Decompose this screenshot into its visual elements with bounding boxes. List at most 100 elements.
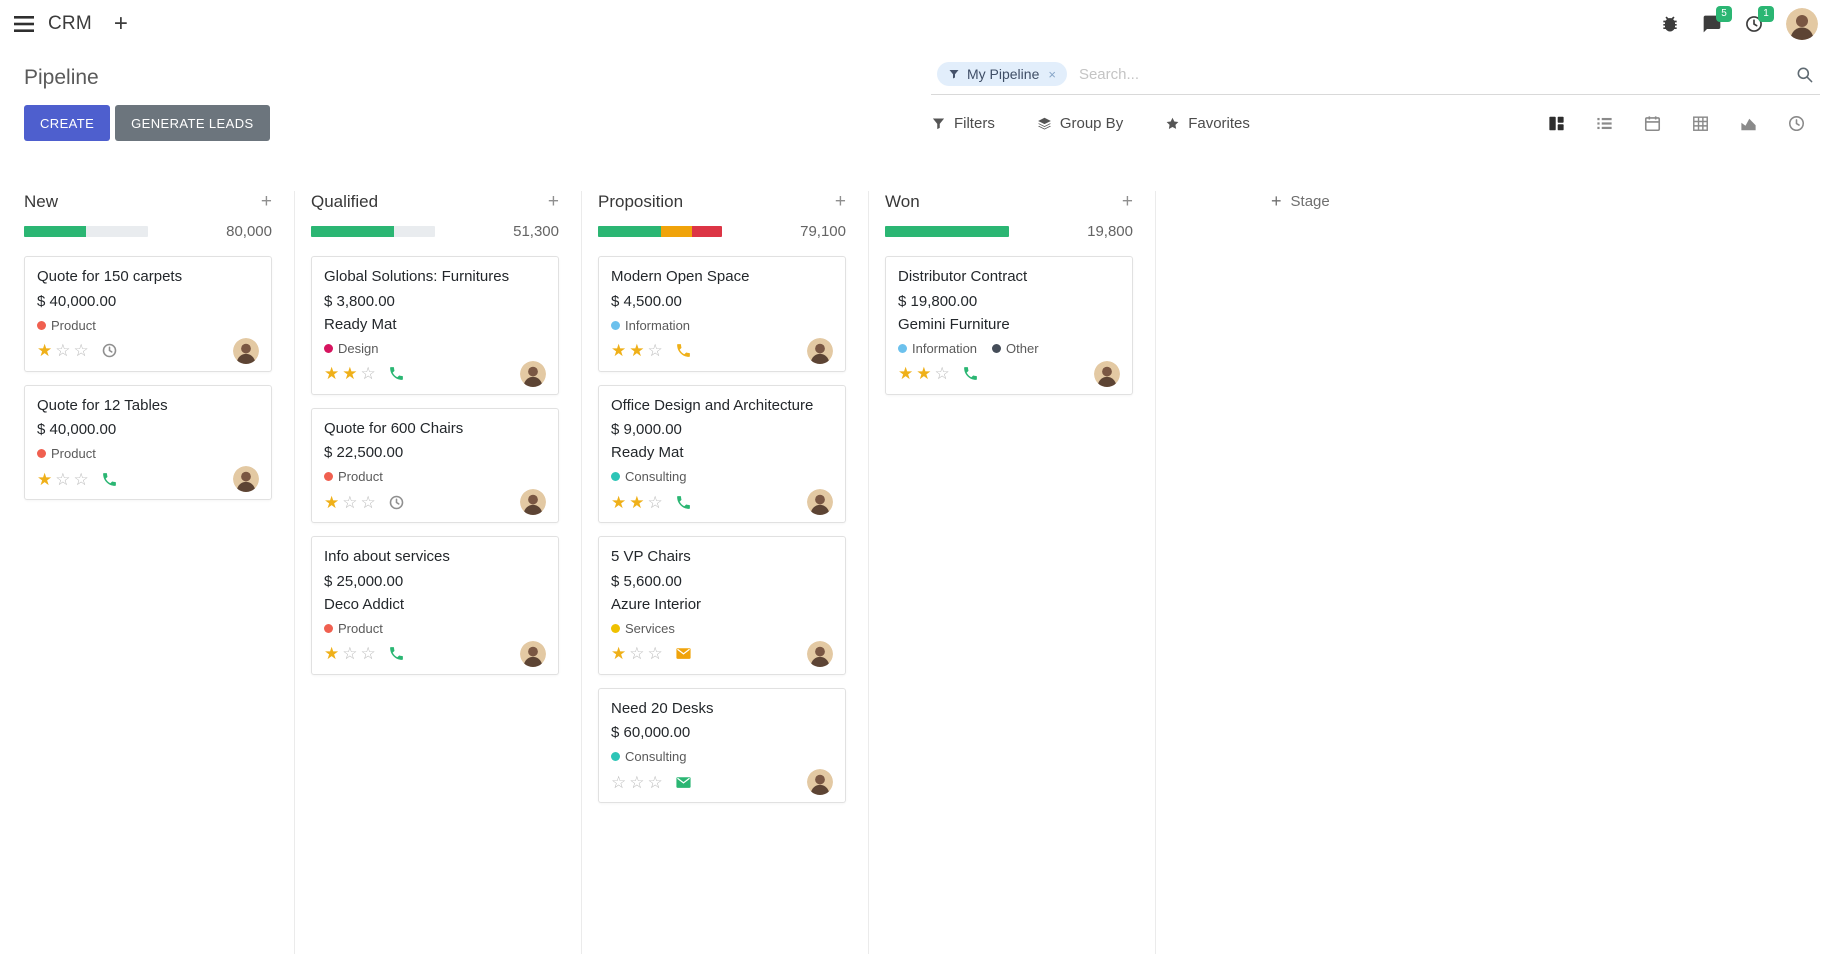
star-icon[interactable]: ★ <box>324 644 340 663</box>
user-avatar[interactable] <box>1786 8 1818 40</box>
column-quick-create-button[interactable]: + <box>1121 191 1133 212</box>
assignee-avatar[interactable] <box>1094 360 1120 387</box>
add-stage-button[interactable]: + Stage <box>1271 191 1330 212</box>
star-icon[interactable]: ☆ <box>629 772 645 792</box>
app-name[interactable]: CRM <box>48 13 92 34</box>
envelope-activity-icon[interactable] <box>675 645 692 662</box>
assignee-avatar[interactable] <box>233 466 259 492</box>
progress-segment-success[interactable] <box>885 226 1009 237</box>
kanban-card[interactable]: Need 20 Desks $ 60,000.00 Consulting ☆ ☆ ☆ <box>598 687 846 803</box>
phone-activity-icon[interactable] <box>101 471 118 488</box>
phone-activity-icon[interactable] <box>388 365 405 382</box>
progress-segment-success[interactable] <box>598 226 662 237</box>
view-switch-list[interactable] <box>1580 105 1628 141</box>
kanban-card[interactable]: Quote for 600 Chairs $ 22,500.00 Product ★ ☆… <box>311 407 559 523</box>
view-switch-activity[interactable] <box>1772 105 1820 141</box>
favorites-menu[interactable]: Favorites <box>1165 115 1250 132</box>
search-facet[interactable]: My Pipeline × <box>936 62 1067 86</box>
star-icon[interactable]: ★ <box>324 364 340 383</box>
star-icon[interactable]: ☆ <box>611 772 627 792</box>
clock-activity-icon[interactable] <box>101 342 118 359</box>
search-input[interactable] <box>1078 65 1795 83</box>
phone-activity-icon[interactable] <box>388 645 405 662</box>
search-bar[interactable]: My Pipeline × <box>930 60 1820 95</box>
star-icon[interactable]: ★ <box>629 341 645 360</box>
column-quick-create-button[interactable]: + <box>547 191 559 212</box>
group-by-menu[interactable]: Group By <box>1037 115 1123 132</box>
kanban-card[interactable]: 5 VP Chairs $ 5,600.00 Azure Interior Servi… <box>598 536 846 675</box>
star-icon[interactable]: ★ <box>898 364 914 383</box>
kanban-card[interactable]: Modern Open Space $ 4,500.00 Information ★ ★… <box>598 256 846 372</box>
star-icon[interactable]: ☆ <box>629 644 645 663</box>
star-icon[interactable]: ☆ <box>360 644 376 663</box>
column-quick-create-button[interactable]: + <box>834 191 846 212</box>
envelope-activity-icon[interactable] <box>675 774 692 791</box>
assignee-avatar[interactable] <box>807 337 833 364</box>
activities-icon[interactable]: 1 <box>1744 6 1774 34</box>
star-icon[interactable]: ★ <box>629 492 645 512</box>
assignee-avatar[interactable] <box>807 640 833 667</box>
view-switch-calendar[interactable] <box>1628 105 1676 141</box>
messages-icon[interactable]: 5 <box>1702 6 1732 34</box>
assignee-avatar[interactable] <box>807 769 833 795</box>
phone-activity-icon[interactable] <box>962 365 979 382</box>
search-icon[interactable] <box>1795 65 1814 84</box>
star-icon[interactable]: ★ <box>342 364 358 383</box>
star-icon[interactable]: ☆ <box>647 772 663 792</box>
phone-activity-icon[interactable] <box>675 494 692 511</box>
menu-icon[interactable] <box>14 16 34 32</box>
star-icon[interactable]: ☆ <box>647 492 663 512</box>
column-progressbar[interactable] <box>885 226 1009 237</box>
star-icon[interactable]: ★ <box>37 469 53 489</box>
kanban-card[interactable]: Office Design and Architecture $ 9,000.00… <box>598 384 846 523</box>
column-quick-create-button[interactable]: + <box>260 191 272 212</box>
assignee-avatar[interactable] <box>520 360 546 387</box>
kanban-card[interactable]: Quote for 150 carpets $ 40,000.00 Product ★… <box>24 256 272 372</box>
star-icon[interactable]: ☆ <box>73 469 89 489</box>
column-progressbar[interactable] <box>311 226 435 237</box>
view-switch-kanban[interactable] <box>1532 105 1580 141</box>
filters-menu[interactable]: Filters <box>931 115 995 132</box>
assignee-avatar[interactable] <box>520 640 546 667</box>
progress-segment-warning[interactable] <box>661 226 693 237</box>
kanban-card[interactable]: Global Solutions: Furnitures $ 3,800.00 Re… <box>311 256 559 395</box>
column-progress-row: 19,800 <box>885 223 1133 240</box>
phone-activity-icon[interactable] <box>675 342 692 359</box>
star-icon[interactable]: ☆ <box>360 364 376 383</box>
generate-leads-button[interactable]: GENERATE LEADS <box>115 105 270 141</box>
assignee-avatar[interactable] <box>233 337 259 364</box>
debug-bug-icon[interactable] <box>1660 14 1680 34</box>
star-icon[interactable]: ★ <box>611 644 627 663</box>
view-switch-pivot[interactable] <box>1676 105 1724 141</box>
progress-segment-danger[interactable] <box>692 226 722 237</box>
facet-remove-icon[interactable]: × <box>1048 66 1056 82</box>
progress-segment-success[interactable] <box>24 226 86 237</box>
progress-segment-success[interactable] <box>311 226 395 237</box>
star-icon[interactable]: ☆ <box>73 341 89 360</box>
star-icon[interactable]: ☆ <box>55 469 71 489</box>
star-icon[interactable]: ★ <box>916 364 932 383</box>
kanban-card[interactable]: Info about services $ 25,000.00 Deco Addic… <box>311 536 559 675</box>
view-switch-graph[interactable] <box>1724 105 1772 141</box>
star-icon[interactable]: ★ <box>611 492 627 512</box>
star-icon[interactable]: ☆ <box>342 644 358 663</box>
clock-activity-icon[interactable] <box>388 494 405 511</box>
column-progressbar[interactable] <box>598 226 722 237</box>
star-icon[interactable]: ★ <box>37 341 53 360</box>
star-icon[interactable]: ☆ <box>55 341 71 360</box>
assignee-avatar[interactable] <box>807 489 833 515</box>
column-progressbar[interactable] <box>24 226 148 237</box>
star-icon[interactable]: ☆ <box>647 644 663 663</box>
star-icon[interactable]: ☆ <box>360 492 376 512</box>
star-icon[interactable]: ☆ <box>342 492 358 512</box>
create-button[interactable]: CREATE <box>24 105 111 141</box>
star-icon[interactable]: ★ <box>324 492 340 512</box>
star-icon[interactable]: ☆ <box>934 364 950 383</box>
kanban-card[interactable]: Distributor Contract $ 19,800.00 Gemini Fu… <box>885 256 1133 395</box>
assignee-avatar[interactable] <box>520 489 546 515</box>
kanban-card[interactable]: Quote for 12 Tables $ 40,000.00 Product ★ ☆ ☆ <box>24 384 272 500</box>
star-icon[interactable]: ★ <box>611 341 627 360</box>
star-icon[interactable]: ☆ <box>647 341 663 360</box>
add-tab-icon[interactable]: + <box>113 10 128 37</box>
tag: Information <box>898 341 977 356</box>
